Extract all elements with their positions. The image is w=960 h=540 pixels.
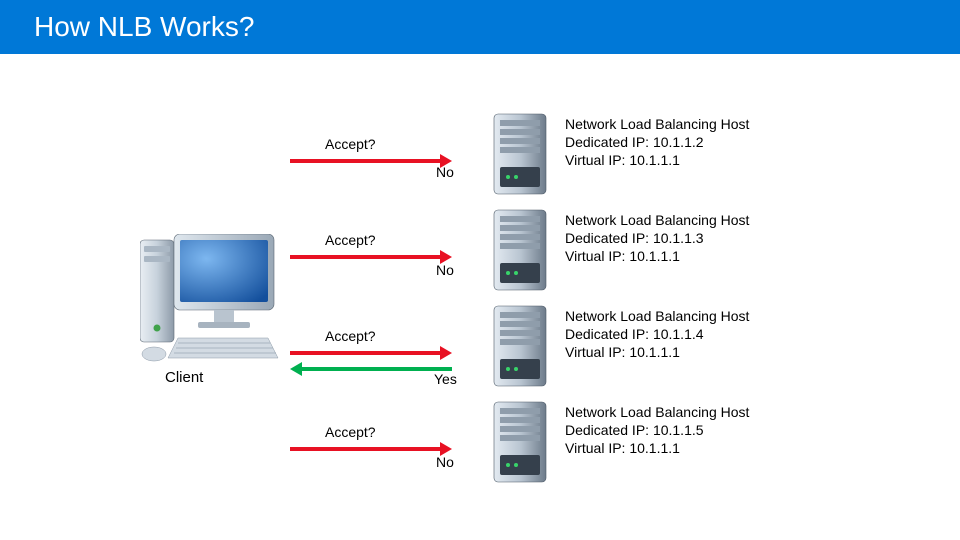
title-bar: How NLB Works? bbox=[0, 0, 960, 54]
response-arrow bbox=[302, 367, 452, 371]
request-arrow bbox=[290, 159, 440, 163]
request-arrow bbox=[290, 447, 440, 451]
accept-label: Accept? bbox=[325, 424, 376, 440]
decision-label: Yes bbox=[434, 371, 457, 387]
host-virtual-ip: Virtual IP: 10.1.1.1 bbox=[565, 248, 749, 266]
host-dedicated-ip: Dedicated IP: 10.1.1.5 bbox=[565, 422, 749, 440]
accept-label: Accept? bbox=[325, 136, 376, 152]
host-info: Network Load Balancing Host Dedicated IP… bbox=[565, 212, 749, 266]
host-virtual-ip: Virtual IP: 10.1.1.1 bbox=[565, 152, 749, 170]
host-title: Network Load Balancing Host bbox=[565, 308, 749, 326]
host-title: Network Load Balancing Host bbox=[565, 404, 749, 422]
accept-label: Accept? bbox=[325, 328, 376, 344]
server-icon bbox=[490, 400, 550, 486]
decision-label: No bbox=[436, 454, 454, 470]
host-info: Network Load Balancing Host Dedicated IP… bbox=[565, 116, 749, 170]
request-arrow bbox=[290, 351, 440, 355]
host-title: Network Load Balancing Host bbox=[565, 116, 749, 134]
client-label: Client bbox=[165, 369, 203, 386]
diagram-canvas: Client Network Load Balancing Host Dedic… bbox=[0, 54, 960, 540]
client-computer-icon bbox=[140, 234, 280, 369]
request-arrow bbox=[290, 255, 440, 259]
host-dedicated-ip: Dedicated IP: 10.1.1.4 bbox=[565, 326, 749, 344]
server-icon bbox=[490, 112, 550, 198]
host-dedicated-ip: Dedicated IP: 10.1.1.3 bbox=[565, 230, 749, 248]
host-info: Network Load Balancing Host Dedicated IP… bbox=[565, 404, 749, 458]
host-info: Network Load Balancing Host Dedicated IP… bbox=[565, 308, 749, 362]
server-icon bbox=[490, 304, 550, 390]
decision-label: No bbox=[436, 262, 454, 278]
page-title: How NLB Works? bbox=[34, 11, 254, 43]
host-dedicated-ip: Dedicated IP: 10.1.1.2 bbox=[565, 134, 749, 152]
host-title: Network Load Balancing Host bbox=[565, 212, 749, 230]
host-virtual-ip: Virtual IP: 10.1.1.1 bbox=[565, 344, 749, 362]
decision-label: No bbox=[436, 164, 454, 180]
accept-label: Accept? bbox=[325, 232, 376, 248]
server-icon bbox=[490, 208, 550, 294]
host-virtual-ip: Virtual IP: 10.1.1.1 bbox=[565, 440, 749, 458]
